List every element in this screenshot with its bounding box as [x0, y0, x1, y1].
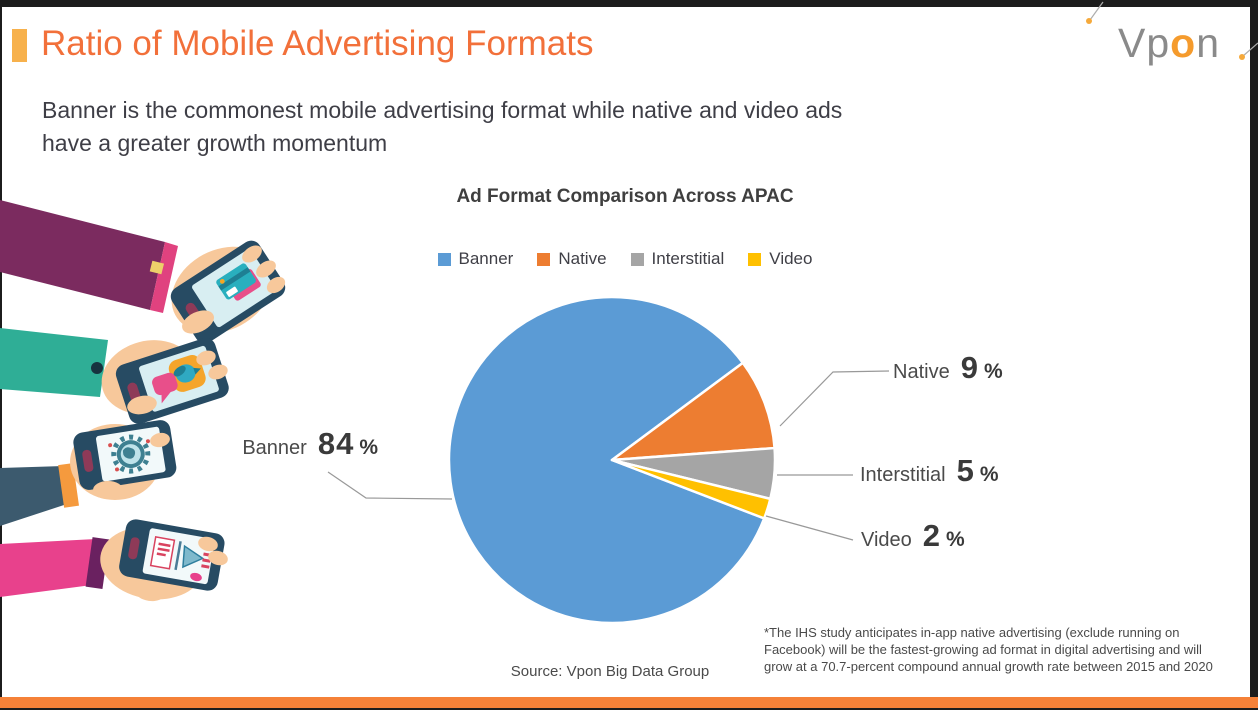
legend-item-native: Native [537, 249, 607, 269]
phone-document [119, 519, 225, 591]
pie-chart [439, 287, 785, 633]
legend-label-video: Video [769, 249, 813, 268]
legend-item-video: Video [748, 249, 812, 269]
footnote: *The IHS study anticipates in-app native… [764, 624, 1256, 675]
hands-phones-illustration [0, 200, 286, 602]
callout-native-value: 9 [960, 350, 979, 385]
source-caption: Source: Vpon Big Data Group [510, 663, 710, 680]
page-title: Ratio of Mobile Advertising Formats [41, 24, 594, 63]
logo-text: Vp [1118, 20, 1171, 66]
callout-interstitial-name: Interstitial [860, 464, 946, 486]
pie-slice-native [610, 361, 776, 462]
callout-interstitial-value: 5 [956, 453, 975, 488]
vpon-logo: Vpon [1118, 20, 1220, 67]
callout-banner-unit: % [359, 436, 378, 459]
callout-video-name: Video [861, 529, 912, 551]
callout-banner-name: Banner [242, 437, 307, 459]
footnote-line-3: grow at a 70.7-percent compound annual g… [764, 659, 1213, 674]
right-border [1250, 0, 1258, 710]
callout-video-value: 2 [922, 518, 942, 553]
subtitle: Banner is the commonest mobile advertisi… [42, 94, 872, 160]
chart-legend: Banner Native Interstitial Video [355, 249, 895, 269]
legend-item-banner: Banner [437, 249, 514, 269]
callout-native-name: Native [893, 361, 950, 383]
callout-interstitial-unit: % [979, 463, 999, 486]
bottom-accent-bar [0, 697, 1258, 708]
footnote-line-2: Facebook) will be the fastest-growing ad… [764, 642, 1202, 657]
subtitle-line-1: Banner is the commonest mobile advertisi… [42, 97, 843, 123]
legend-swatch-native [537, 252, 551, 266]
callout-video: Video 2 % [861, 518, 965, 554]
callout-native-unit: % [983, 360, 1003, 383]
callout-video-unit: % [946, 528, 965, 551]
callout-banner-value: 84 [317, 426, 355, 461]
callout-interstitial: Interstitial 5 % [860, 453, 999, 489]
title-bullet-marker [12, 29, 27, 62]
phone-globe [73, 420, 177, 490]
arm-slate [0, 420, 177, 526]
legend-swatch-interstitial [630, 252, 644, 266]
legend-swatch-video [748, 252, 762, 266]
bottom-border [0, 708, 1258, 710]
logo-text-end: n [1196, 20, 1221, 66]
chart-title: Ad Format Comparison Across APAC [456, 186, 794, 207]
arm-purple [0, 200, 286, 344]
callout-banner: Banner 84 % [160, 426, 378, 462]
arm-teal [0, 328, 229, 424]
logo-accent-letter: o [1170, 20, 1197, 66]
legend-swatch-banner [437, 252, 451, 266]
legend-label-interstitial: Interstitial [651, 249, 725, 268]
pie-svg [447, 295, 777, 625]
pie-slice-video [610, 458, 772, 520]
footnote-line-1: *The IHS study anticipates in-app native… [764, 625, 1180, 640]
top-border [0, 0, 1258, 7]
arm-pink [0, 519, 228, 602]
legend-label-native: Native [558, 249, 607, 268]
subtitle-line-2: have a greater growth momentum [42, 130, 388, 156]
legend-label-banner: Banner [458, 249, 514, 268]
callout-native: Native 9 % [893, 350, 1003, 386]
legend-item-interstitial: Interstitial [630, 249, 725, 269]
